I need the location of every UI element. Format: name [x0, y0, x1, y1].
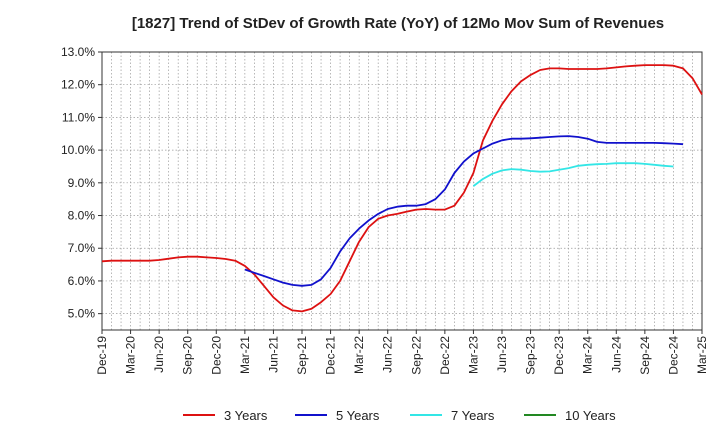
y-tick-label: 9.0% [68, 176, 96, 190]
plot-area [101, 51, 703, 330]
x-tick-label: Jun-24 [609, 336, 623, 373]
x-tick-label: Sep-22 [409, 336, 423, 375]
chart-title: [1827] Trend of StDev of Growth Rate (Yo… [132, 15, 664, 32]
x-tick-label: Dec-20 [209, 336, 223, 375]
legend: 3 Years 5 Years 7 Years 10 Years [183, 408, 616, 423]
x-tick-label: Dec-21 [324, 336, 338, 375]
x-tick-label: Sep-21 [295, 336, 309, 375]
x-tick-label: Dec-24 [666, 336, 680, 375]
x-tick-label: Sep-24 [638, 336, 652, 375]
y-tick-label: 7.0% [68, 241, 96, 255]
x-tick-label: Mar-21 [238, 336, 252, 374]
y-tick-label: 11.0% [62, 110, 95, 124]
legend-label: 3 Years [224, 408, 268, 423]
series-lines [101, 64, 703, 313]
x-tick-label: Sep-20 [181, 336, 195, 375]
y-tick-label: 6.0% [68, 274, 96, 288]
x-tick-label: Jun-21 [266, 336, 280, 373]
x-tick-label: Mar-22 [352, 336, 366, 374]
x-tick-label: Dec-23 [552, 336, 566, 375]
axes: 5.0% 6.0% 7.0% 8.0% 9.0% 10.0% 11.0% 12.0% 13.0%… [61, 45, 709, 375]
y-tick-label: 13.0% [61, 45, 95, 59]
plot-frame [101, 51, 703, 331]
plot-background [102, 52, 702, 330]
series-line-5-years [244, 135, 684, 287]
series-line-7-years [472, 162, 674, 187]
x-tick-label: Mar-20 [124, 336, 138, 374]
x-tick-label: Dec-19 [95, 336, 109, 375]
y-tick-label: 8.0% [68, 209, 96, 223]
x-tick-label: Mar-23 [466, 336, 480, 374]
x-tick-label: Jun-23 [495, 336, 509, 373]
legend-label: 5 Years [336, 408, 380, 423]
x-tick-label: Mar-24 [581, 336, 595, 374]
series-line-3-years [101, 64, 703, 313]
x-tick-label: Mar-25 [695, 336, 709, 374]
y-tick-label: 5.0% [68, 307, 96, 321]
x-tick-label: Jun-22 [381, 336, 395, 373]
y-tick-label: 12.0% [61, 78, 95, 92]
x-tick-label: Sep-23 [524, 336, 538, 375]
x-tick-label: Dec-22 [438, 336, 452, 375]
x-tick-label: Jun-20 [152, 336, 166, 373]
legend-label: 7 Years [451, 408, 495, 423]
legend-label: 10 Years [565, 408, 616, 423]
y-tick-label: 10.0% [61, 143, 95, 157]
